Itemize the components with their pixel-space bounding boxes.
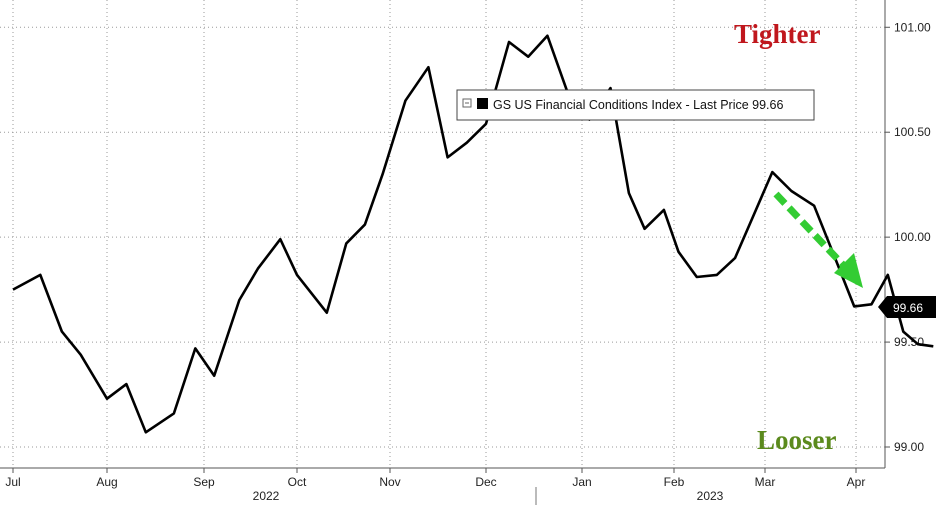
year-label-2022: 2022 (253, 489, 280, 503)
x-axis: Jul Aug Sep Oct Nov Dec Jan Feb Mar Apr (5, 468, 865, 489)
x-tick-label: Sep (193, 475, 215, 489)
x-tick-label: Feb (664, 475, 685, 489)
year-label-2023: 2023 (697, 489, 724, 503)
trend-arrow (773, 191, 863, 288)
x-tick-label: Aug (96, 475, 117, 489)
x-tick-label: Mar (755, 475, 776, 489)
x-tick-label: Apr (847, 475, 866, 489)
x-tick-label: Jan (572, 475, 591, 489)
looser-annotation: Looser (757, 425, 837, 455)
y-tick-label: 99.00 (894, 440, 924, 454)
x-tick-label: Dec (475, 475, 496, 489)
legend-swatch (477, 98, 488, 109)
y-tick-label: 99.50 (894, 335, 924, 349)
trend-arrow-shaft (773, 191, 849, 271)
last-price-tag: 99.66 (878, 296, 936, 318)
legend-box (456, 89, 815, 121)
tighter-annotation: Tighter (734, 19, 821, 49)
trend-arrow-head (834, 253, 863, 288)
x-tick-label: Oct (288, 475, 307, 489)
y-tick-label: 100.00 (894, 230, 931, 244)
last-price-value: 99.66 (893, 301, 923, 315)
x-tick-label: Nov (379, 475, 400, 489)
legend: GS US Financial Conditions Index - Last … (456, 89, 815, 121)
y-axis: 99.00 99.50 100.00 100.50 101.00 (885, 20, 931, 454)
series-layer (12, 34, 934, 434)
y-tick-label: 101.00 (894, 20, 931, 34)
legend-label: GS US Financial Conditions Index - Last … (493, 98, 783, 112)
last-price-marker (878, 296, 936, 318)
y-tick-label: 100.50 (894, 125, 931, 139)
series-line (12, 34, 934, 434)
x-tick-label: Jul (5, 475, 20, 489)
